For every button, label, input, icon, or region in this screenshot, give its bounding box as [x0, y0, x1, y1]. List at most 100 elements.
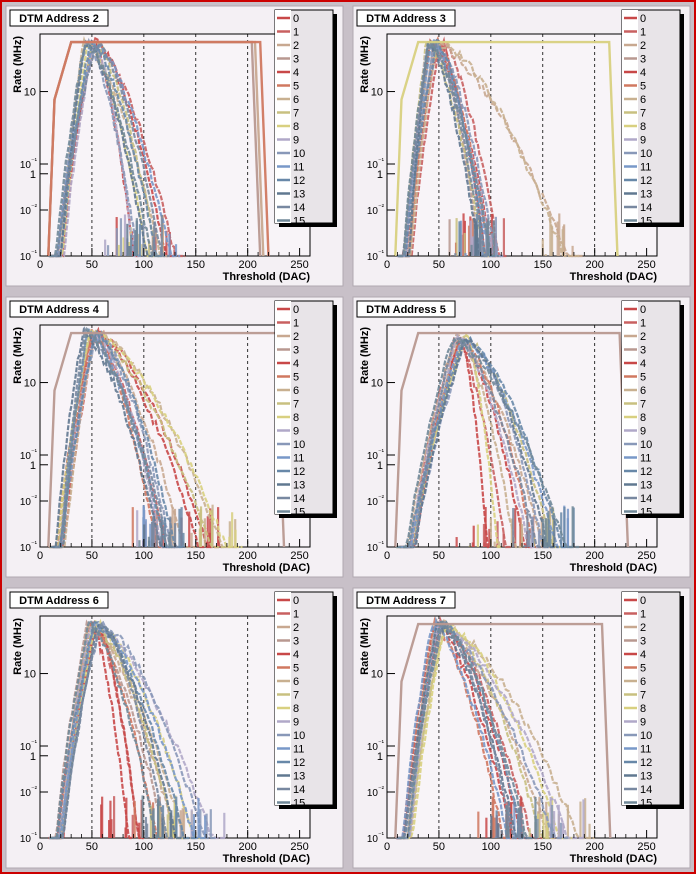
legend-label: 11: [640, 453, 651, 465]
legend-label: 1: [293, 318, 299, 330]
x-tick-label: 150: [534, 550, 552, 562]
x-tick-label: 250: [637, 841, 655, 853]
legend-label: 3: [640, 636, 646, 648]
y-tick-exponent: ⁻¹: [31, 250, 38, 257]
series-line: [396, 335, 574, 549]
x-axis-title: Threshold (DAC): [223, 562, 311, 574]
legend-label: 8: [293, 412, 299, 424]
x-tick-label: 150: [187, 550, 205, 562]
legend-label: 10: [640, 730, 652, 742]
legend-label: 5: [640, 81, 646, 93]
legend-label: 13: [640, 189, 652, 201]
series-line: [57, 621, 134, 840]
legend-label: 11: [293, 744, 304, 756]
y-tick-label: 1: [377, 460, 383, 472]
chart-panel: 0 50 100 150 200 25010⁻¹10⁻²10⁻¹110Threshold …: [352, 5, 691, 287]
legend-label: 6: [640, 676, 646, 688]
legend-label: 8: [640, 412, 646, 424]
y-axis-title: Rate (MHz): [12, 36, 24, 93]
legend-label: 0: [293, 595, 299, 607]
y-tick-exponent: ⁻²: [378, 786, 385, 793]
y-tick-label: 10: [371, 669, 383, 681]
y-axis-title: Rate (MHz): [12, 327, 24, 384]
legend-label: 9: [640, 135, 646, 147]
series-line: [405, 336, 548, 549]
y-tick-label: 10: [24, 669, 36, 681]
y-tick-exponent: ⁻¹: [378, 832, 385, 839]
chart-panel: 0 50 100 150 200 25010⁻¹10⁻²10⁻¹110Threshold …: [5, 296, 344, 578]
series-line: [401, 38, 502, 258]
legend-label: 13: [293, 189, 305, 201]
legend-strip: [622, 301, 638, 514]
x-axis-title: Threshold (DAC): [570, 562, 658, 574]
series-line: [49, 39, 160, 258]
x-tick-label: 100: [135, 841, 153, 853]
legend-label: 9: [293, 426, 299, 438]
series-line: [48, 41, 170, 258]
series-line: [50, 620, 217, 840]
y-axis-title: Rate (MHz): [12, 618, 24, 675]
legend-label: 4: [293, 358, 299, 370]
legend-label: 6: [293, 94, 299, 106]
legend-label: 8: [293, 121, 299, 133]
chart-panel: 0 50 100 150 200 25010⁻¹10⁻²10⁻¹110Threshold …: [5, 587, 344, 869]
x-tick-label: 0: [384, 259, 390, 271]
y-axis-title: Rate (MHz): [359, 327, 371, 384]
x-tick-label: 100: [135, 259, 153, 271]
legend-label: 12: [293, 175, 305, 187]
legend-label: 12: [293, 466, 305, 478]
series-line: [402, 616, 569, 840]
legend-label: 5: [640, 663, 646, 675]
chart-title: DTM Address 5: [366, 304, 446, 316]
x-tick-label: 150: [534, 841, 552, 853]
legend-label: 2: [640, 622, 646, 634]
y-tick-exponent: ⁻¹: [31, 832, 38, 839]
legend-label: 7: [293, 690, 299, 702]
legend-label: 8: [640, 121, 646, 133]
x-tick-label: 0: [384, 550, 390, 562]
y-tick-exponent: ⁻²: [31, 204, 38, 211]
x-tick-label: 50: [86, 841, 98, 853]
legend-label: 7: [640, 108, 646, 120]
y-tick-exponent: ⁻¹: [378, 541, 385, 548]
legend-label: 13: [293, 480, 305, 492]
x-tick-label: 200: [586, 550, 604, 562]
legend-label: 11: [293, 453, 304, 465]
legend-label: 13: [293, 771, 305, 783]
x-tick-label: 0: [384, 841, 390, 853]
legend-label: 0: [640, 595, 646, 607]
x-tick-label: 150: [187, 259, 205, 271]
series-line: [394, 40, 619, 257]
y-tick-exponent: ⁻¹: [31, 449, 38, 456]
legend-label: 4: [640, 649, 646, 661]
legend-strip: [275, 592, 291, 805]
legend-label: 10: [293, 148, 305, 160]
legend-label: 9: [293, 135, 299, 147]
legend-label: 10: [293, 730, 305, 742]
x-tick-label: 0: [37, 550, 43, 562]
legend-label: 2: [640, 40, 646, 52]
series-line: [53, 625, 186, 840]
series-line: [396, 336, 580, 549]
x-axis-title: Threshold (DAC): [223, 271, 311, 283]
legend-label: 0: [640, 13, 646, 25]
legend-label: 10: [293, 439, 305, 451]
title-box: [9, 9, 109, 27]
y-tick-exponent: ⁻¹: [31, 740, 38, 747]
y-tick-label: 10: [371, 378, 383, 390]
legend-strip: [622, 10, 638, 223]
x-tick-label: 50: [86, 550, 98, 562]
y-tick-exponent: ⁻²: [31, 495, 38, 502]
legend-label: 8: [293, 703, 299, 715]
y-tick-label: 1: [377, 751, 383, 763]
legend-strip: [275, 301, 291, 514]
legend-label: 4: [640, 358, 646, 370]
legend-label: 1: [640, 318, 646, 330]
series-line: [54, 331, 165, 549]
legend-label: 4: [293, 67, 299, 79]
legend-label: 12: [293, 757, 305, 769]
series-line: [55, 618, 207, 840]
x-tick-label: 50: [433, 550, 445, 562]
x-tick-label: 0: [37, 259, 43, 271]
series-line: [55, 326, 181, 549]
